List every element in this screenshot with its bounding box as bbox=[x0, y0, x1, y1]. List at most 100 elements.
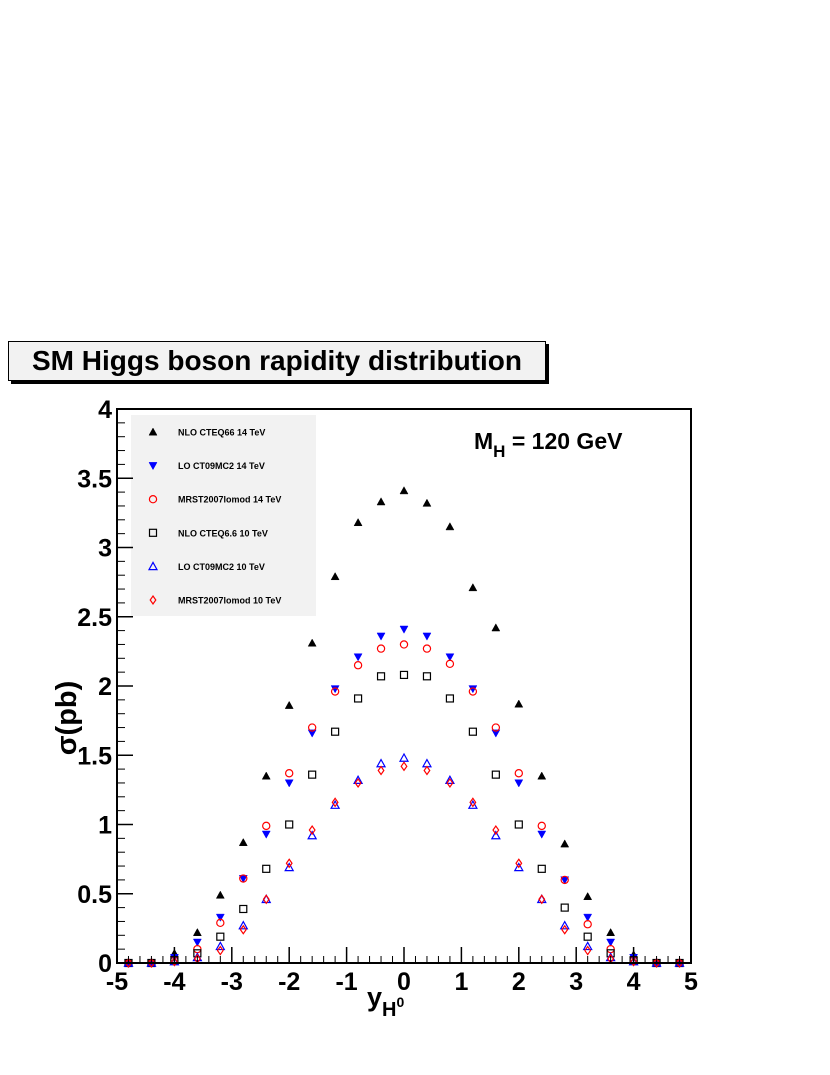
chart-title: SM Higgs boson rapidity distribution bbox=[32, 345, 522, 376]
data-point bbox=[239, 904, 248, 914]
data-point bbox=[215, 890, 225, 899]
data-point bbox=[513, 862, 524, 872]
data-point bbox=[399, 670, 409, 680]
data-point bbox=[490, 830, 501, 840]
data-point bbox=[468, 685, 478, 694]
series-6 bbox=[124, 761, 684, 969]
data-point bbox=[445, 522, 455, 531]
data-point bbox=[330, 685, 340, 694]
data-point bbox=[606, 928, 616, 936]
data-point bbox=[330, 799, 341, 809]
x-tick-label: -5 bbox=[106, 968, 128, 996]
data-point bbox=[560, 875, 569, 885]
legend-label: MRST2007lomod 14 TeV bbox=[178, 495, 281, 505]
data-point bbox=[537, 821, 546, 831]
mass-annotation: MH = 120 GeV bbox=[474, 428, 623, 461]
data-point bbox=[331, 727, 340, 736]
legend-marker bbox=[148, 427, 158, 436]
data-point bbox=[399, 625, 409, 634]
legend-marker bbox=[148, 462, 158, 471]
data-point bbox=[514, 820, 523, 829]
data-point bbox=[307, 638, 317, 647]
data-point bbox=[491, 729, 501, 738]
x-axis-title: yH0 bbox=[367, 982, 404, 1021]
data-point bbox=[262, 864, 271, 873]
data-point bbox=[538, 894, 546, 905]
data-point bbox=[467, 799, 478, 809]
data-point bbox=[469, 797, 477, 808]
data-point bbox=[170, 956, 178, 967]
y-tick-label: 3 bbox=[98, 535, 112, 563]
y-tick-label: 3.5 bbox=[77, 465, 112, 493]
x-tick-label: -3 bbox=[221, 968, 243, 996]
legend-label: MRST2007lomod 10 TeV bbox=[178, 596, 281, 606]
data-point bbox=[353, 774, 364, 784]
data-point bbox=[537, 771, 547, 780]
data-point bbox=[376, 644, 386, 653]
data-point bbox=[445, 653, 455, 662]
data-point bbox=[537, 864, 546, 873]
data-point bbox=[330, 687, 340, 696]
data-point bbox=[238, 920, 249, 930]
data-point bbox=[285, 769, 294, 778]
data-point bbox=[354, 777, 362, 788]
data-point bbox=[561, 924, 569, 935]
y-tick-label: 0 bbox=[98, 950, 112, 978]
data-point bbox=[468, 583, 478, 592]
data-point bbox=[468, 727, 477, 736]
x-tick-label: 1 bbox=[454, 968, 468, 996]
data-point bbox=[444, 774, 455, 784]
data-point bbox=[584, 945, 592, 956]
x-tick-label: -2 bbox=[278, 968, 300, 996]
axes: -5 -4 -3 -2 -1 0 1 2 3 4 5 0 0.5 1 1.5 2 2.5 3 3.5 4 bbox=[77, 396, 698, 996]
data-point bbox=[583, 932, 592, 941]
data-point bbox=[583, 920, 592, 929]
legend-marker bbox=[149, 594, 157, 606]
data-point bbox=[284, 700, 294, 709]
data-point bbox=[124, 957, 133, 969]
data-point bbox=[285, 820, 294, 829]
data-point bbox=[491, 723, 501, 732]
data-point bbox=[331, 797, 339, 808]
legend: NLO CTEQ66 14 TeV LO CT09MC2 14 TeV MRST20… bbox=[131, 415, 316, 616]
data-point bbox=[353, 518, 363, 527]
legend-marker bbox=[148, 528, 158, 537]
legend-label: LO CT09MC2 14 TeV bbox=[178, 461, 265, 471]
data-point bbox=[560, 903, 569, 912]
data-point bbox=[653, 957, 661, 969]
data-point bbox=[445, 659, 455, 669]
data-point bbox=[238, 837, 248, 846]
data-point bbox=[400, 761, 408, 772]
data-point bbox=[308, 770, 317, 779]
x-tick-label: -1 bbox=[335, 968, 357, 996]
data-point bbox=[514, 699, 524, 708]
data-point bbox=[399, 486, 409, 495]
legend-label: LO CT09MC2 10 TeV bbox=[178, 562, 265, 572]
data-point bbox=[515, 858, 523, 869]
data-point bbox=[606, 938, 616, 947]
data-point bbox=[422, 672, 432, 681]
data-point bbox=[491, 770, 500, 779]
data-point bbox=[330, 572, 340, 581]
x-tick-label: -4 bbox=[163, 968, 185, 996]
data-point bbox=[491, 623, 501, 632]
data-point bbox=[215, 913, 225, 922]
y-tick-label: 0.5 bbox=[77, 881, 112, 909]
data-point bbox=[147, 957, 155, 969]
data-point bbox=[559, 920, 570, 930]
x-tick-label: 4 bbox=[627, 968, 641, 996]
data-point bbox=[262, 894, 270, 905]
data-point bbox=[307, 723, 317, 732]
y-tick-label: 4 bbox=[98, 396, 112, 424]
data-point bbox=[446, 777, 454, 788]
y-tick-label: 2 bbox=[98, 673, 112, 701]
data-point bbox=[445, 694, 455, 703]
data-point bbox=[216, 945, 224, 956]
data-point bbox=[423, 765, 431, 776]
data-point bbox=[262, 821, 271, 831]
legend-label: NLO CTEQ66 14 TeV bbox=[178, 428, 265, 438]
data-point bbox=[353, 661, 363, 670]
y-axis-title: σ(pb) bbox=[51, 681, 83, 756]
data-point bbox=[675, 957, 684, 969]
data-point bbox=[239, 924, 247, 935]
